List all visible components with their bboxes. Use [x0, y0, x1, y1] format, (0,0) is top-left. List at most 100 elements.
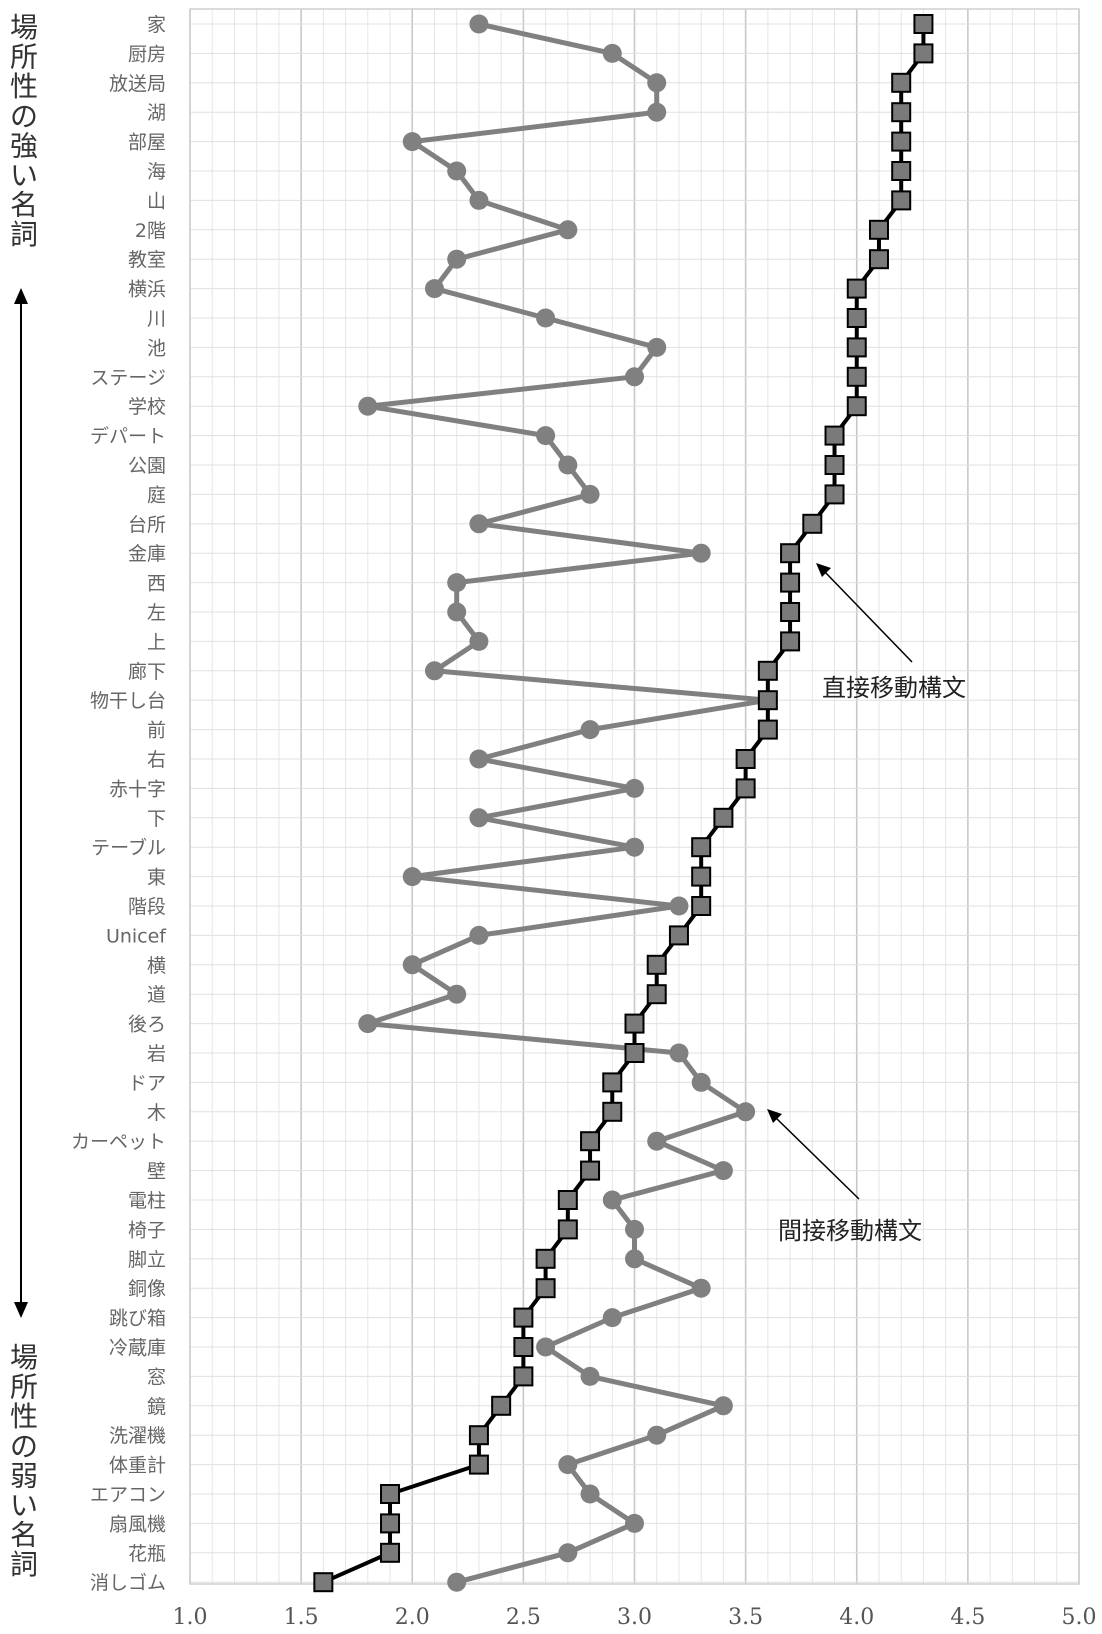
category-label: ドア	[128, 1072, 166, 1094]
annotations: 直接移動構文 間接移動構文	[767, 563, 966, 1245]
category-label: テーブル	[91, 836, 166, 859]
side-label-top-char: い	[10, 159, 38, 192]
category-label: カーペット	[71, 1131, 166, 1153]
data-point-square	[913, 43, 934, 64]
data-point-square	[580, 1131, 601, 1152]
data-point-circle	[602, 1190, 622, 1210]
data-point-circle	[647, 1425, 667, 1445]
x-tick-label: 1.5	[284, 1605, 319, 1630]
data-point-square	[713, 807, 734, 828]
category-label: 消しゴム	[90, 1572, 166, 1594]
annotation-indirect: 間接移動構文	[778, 1217, 922, 1245]
data-point-square	[468, 1425, 489, 1446]
data-point-square	[868, 219, 889, 240]
data-point-circle	[625, 1249, 644, 1269]
category-label: 銅像	[128, 1278, 166, 1300]
data-point-circle	[625, 1513, 644, 1533]
category-label: 池	[147, 337, 166, 359]
side-label-top-char: 性	[10, 70, 38, 103]
category-label: 鏡	[147, 1396, 166, 1418]
category-label: 右	[147, 749, 166, 771]
side-label-top-char: 強	[10, 129, 38, 162]
plot-frame	[189, 8, 1080, 1585]
data-point-square	[691, 866, 712, 887]
axis-arrow	[14, 288, 28, 1318]
data-point-square	[846, 366, 867, 387]
data-point-square	[691, 896, 712, 916]
data-point-circle	[691, 1278, 711, 1298]
data-point-square	[535, 1248, 556, 1269]
category-label: 跳び箱	[109, 1308, 166, 1330]
data-point-square	[491, 1395, 512, 1416]
category-label: 西	[147, 573, 166, 595]
category-label: 教室	[128, 249, 166, 271]
category-label: 金庫	[128, 543, 166, 565]
data-point-circle	[558, 220, 578, 240]
data-point-circle	[447, 602, 467, 622]
category-label: 放送局	[109, 73, 166, 95]
side-label-top-char: 所	[10, 41, 38, 74]
x-tick-label: 3.0	[617, 1605, 652, 1630]
x-tick-label: 3.5	[728, 1605, 763, 1630]
data-point-square	[891, 161, 912, 181]
data-point-square	[691, 837, 712, 858]
data-point-square	[380, 1513, 401, 1534]
category-label: 扇風機	[109, 1513, 166, 1535]
x-tick-label: 2.0	[395, 1605, 430, 1630]
side-label-top-char: 詞	[10, 218, 38, 251]
data-point-square	[580, 1160, 601, 1181]
data-point-square	[513, 1337, 534, 1357]
arrow-head-down	[14, 1302, 28, 1318]
data-point-circle	[469, 749, 489, 769]
data-point-circle	[625, 367, 644, 387]
data-point-square	[602, 1072, 623, 1093]
data-point-circle	[469, 14, 489, 34]
data-point-square	[757, 660, 778, 681]
category-label: 脚立	[128, 1249, 166, 1271]
annotation-arrow-line-2	[774, 1116, 860, 1200]
data-point-circle	[558, 455, 578, 475]
data-point-square	[557, 1190, 578, 1210]
data-point-square	[735, 778, 756, 799]
side-label-bottom-char: 弱	[10, 1459, 38, 1492]
data-point-square	[891, 102, 912, 123]
category-label: 部屋	[128, 132, 166, 154]
side-label-bottom-char: 場	[10, 1341, 38, 1374]
data-point-circle	[402, 955, 422, 975]
data-point-square	[313, 1572, 334, 1593]
side-label-top-char: の	[10, 100, 38, 133]
x-tick-labels: 1.0 1.5 2.0 2.5 3.0 3.5 4.0 4.5 5.0	[173, 1605, 1097, 1630]
annotation-arrow-line-1	[823, 570, 913, 663]
data-point-square	[780, 543, 801, 564]
data-point-square	[891, 190, 912, 211]
category-label: 前	[147, 720, 166, 742]
category-label: 物干し台	[90, 690, 166, 712]
category-label: 横浜	[128, 279, 166, 301]
category-label: 学校	[128, 396, 166, 418]
data-point-square	[802, 513, 823, 534]
data-point-circle	[447, 984, 467, 1004]
data-point-circle	[647, 1131, 667, 1151]
data-point-circle	[536, 1337, 556, 1357]
series-direct	[313, 14, 934, 1593]
category-label: 窓	[147, 1366, 166, 1388]
category-label: 階段	[128, 896, 166, 918]
side-label-bottom-char: 性	[10, 1400, 38, 1433]
x-tick-label: 1.0	[173, 1605, 208, 1630]
data-point-square	[846, 308, 867, 328]
data-point-square	[646, 984, 667, 1005]
data-point-circle	[424, 661, 444, 681]
category-label: 厨房	[128, 43, 166, 65]
data-point-square	[668, 925, 689, 946]
data-point-circle	[691, 543, 711, 563]
annotation-arrow-head-1	[816, 563, 831, 577]
category-label: 海	[147, 161, 166, 183]
data-point-circle	[402, 867, 422, 887]
side-label-bottom-char: い	[10, 1489, 38, 1522]
data-point-square	[780, 631, 801, 652]
category-label: 洗濯機	[109, 1425, 166, 1447]
data-point-circle	[625, 1219, 644, 1239]
data-point-square	[380, 1484, 401, 1504]
series-indirect	[358, 14, 778, 1592]
category-label: 電柱	[128, 1190, 166, 1212]
